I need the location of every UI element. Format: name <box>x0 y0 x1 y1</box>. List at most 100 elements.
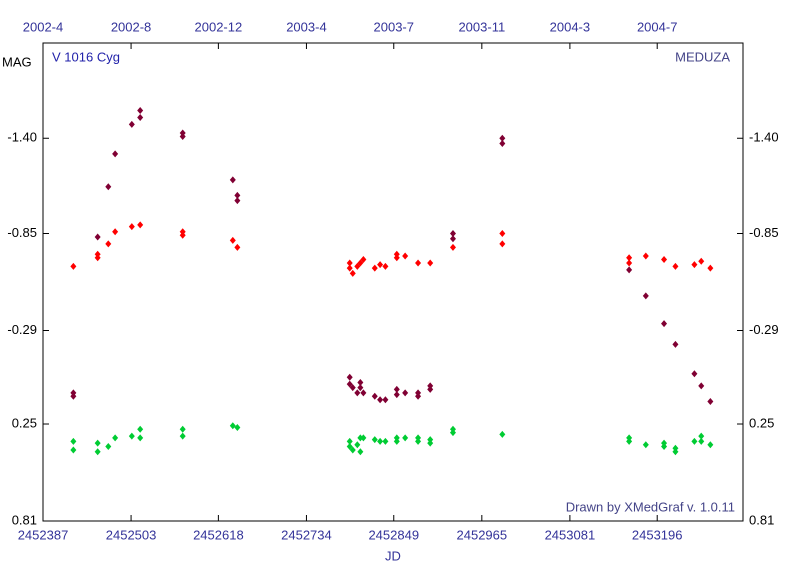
data-point <box>499 134 506 142</box>
data-point <box>354 441 361 449</box>
y-tick-label: -1.40 <box>7 130 37 145</box>
data-point <box>698 432 705 440</box>
data-point <box>128 120 135 128</box>
data-point <box>137 434 144 442</box>
y-tick-label: -0.85 <box>7 225 37 240</box>
data-point <box>70 262 77 270</box>
x-tick-label: 2452387 <box>18 527 69 542</box>
data-point <box>691 261 698 269</box>
data-point <box>427 385 434 393</box>
data-point <box>672 448 679 456</box>
data-point <box>346 373 353 381</box>
data-point <box>357 434 364 442</box>
data-point <box>137 221 144 229</box>
data-point <box>449 230 456 238</box>
data-point <box>377 437 384 445</box>
x2-tick-label: 2002-4 <box>23 19 63 34</box>
data-point <box>346 443 353 451</box>
data-point <box>70 446 77 454</box>
data-point <box>371 436 378 444</box>
data-point <box>393 254 400 262</box>
x2-tick-label: 2003-11 <box>458 19 505 34</box>
x-tick-label: 2452618 <box>193 527 244 542</box>
data-point <box>357 259 364 267</box>
data-point <box>234 243 241 251</box>
data-point <box>357 448 364 456</box>
y-axis-label: MAG <box>2 54 32 69</box>
data-point <box>105 240 112 248</box>
x-tick-label: 2452734 <box>281 527 332 542</box>
y-tick-label-right: 0.81 <box>749 512 774 527</box>
y-tick-label-right: 0.25 <box>749 415 774 430</box>
data-point <box>70 392 77 400</box>
data-point <box>105 443 112 451</box>
data-point <box>626 259 633 267</box>
data-point <box>415 437 422 445</box>
y-tick-label-right: -1.40 <box>749 130 779 145</box>
data-point <box>626 266 633 274</box>
data-point <box>137 107 144 115</box>
data-point <box>449 235 456 243</box>
data-point <box>179 133 186 141</box>
data-point <box>427 259 434 267</box>
data-point <box>346 264 353 272</box>
x2-tick-label: 2003-7 <box>374 19 414 34</box>
data-point <box>449 243 456 251</box>
data-point <box>94 254 101 262</box>
data-point <box>415 259 422 267</box>
data-point <box>382 262 389 270</box>
data-point <box>179 432 186 440</box>
data-point <box>393 385 400 393</box>
data-point <box>707 264 714 272</box>
data-point <box>642 441 649 449</box>
data-point <box>698 257 705 265</box>
data-point <box>371 264 378 272</box>
x-tick-label: 2453081 <box>545 527 596 542</box>
data-point <box>346 380 353 388</box>
x2-tick-label: 2004-3 <box>550 19 590 34</box>
data-point <box>112 150 119 158</box>
y-tick-label-right: -0.85 <box>749 225 779 240</box>
x-tick-label: 2452965 <box>457 527 508 542</box>
data-point <box>137 113 144 121</box>
data-point <box>229 176 236 184</box>
x-tick-label: 2453196 <box>632 527 683 542</box>
plot-frame <box>42 42 744 522</box>
y-tick-label-right: -0.29 <box>749 322 779 337</box>
annotation: MEDUZA <box>675 49 730 64</box>
x-tick-label: 2452849 <box>368 527 419 542</box>
data-point <box>354 389 361 397</box>
chart-title: V 1016 Cyg <box>52 49 120 64</box>
data-point <box>128 223 135 231</box>
data-point <box>179 231 186 239</box>
data-point <box>402 252 409 260</box>
data-point <box>360 389 367 397</box>
data-point <box>94 233 101 241</box>
data-point <box>234 423 241 431</box>
data-point <box>105 183 112 191</box>
data-point <box>691 437 698 445</box>
data-point <box>626 437 633 445</box>
data-point <box>393 391 400 399</box>
data-point <box>234 197 241 205</box>
data-point <box>707 441 714 449</box>
data-point <box>349 446 356 454</box>
data-point <box>371 392 378 400</box>
data-point <box>234 191 241 199</box>
data-point <box>354 262 361 270</box>
data-point <box>449 429 456 437</box>
data-point <box>626 254 633 262</box>
data-point <box>415 392 422 400</box>
data-point <box>349 384 356 392</box>
data-point <box>382 396 389 404</box>
data-point <box>698 382 705 390</box>
data-point <box>642 292 649 300</box>
data-point <box>360 434 367 442</box>
data-point <box>357 384 364 392</box>
data-point <box>661 443 668 451</box>
data-point <box>112 434 119 442</box>
x2-tick-label: 2002-12 <box>195 19 243 34</box>
data-point <box>128 432 135 440</box>
data-point <box>94 448 101 456</box>
